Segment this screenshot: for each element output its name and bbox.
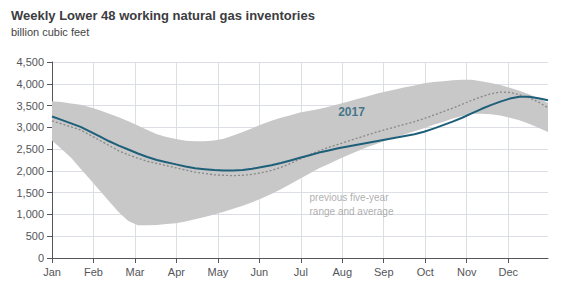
svg-text:Sep: Sep — [374, 266, 394, 278]
svg-text:Nov: Nov — [457, 266, 477, 278]
svg-text:1,000: 1,000 — [16, 208, 44, 220]
svg-text:May: May — [207, 266, 228, 278]
svg-text:Jun: Jun — [250, 266, 268, 278]
svg-text:1,500: 1,500 — [16, 187, 44, 199]
svg-text:4,000: 4,000 — [16, 78, 44, 90]
svg-text:Dec: Dec — [498, 266, 518, 278]
svg-text:Mar: Mar — [126, 266, 145, 278]
svg-text:500: 500 — [26, 230, 44, 242]
svg-text:range and average: range and average — [310, 206, 394, 217]
svg-text:Jul: Jul — [294, 266, 308, 278]
svg-text:billion cubic feet: billion cubic feet — [11, 26, 89, 38]
svg-text:Aug: Aug — [332, 266, 352, 278]
svg-text:0: 0 — [38, 252, 44, 264]
svg-text:Weekly Lower 48 working natura: Weekly Lower 48 working natural gas inve… — [11, 8, 315, 23]
svg-text:3,000: 3,000 — [16, 121, 44, 133]
svg-text:2017: 2017 — [338, 105, 365, 119]
svg-text:Feb: Feb — [84, 266, 103, 278]
svg-text:Apr: Apr — [168, 266, 185, 278]
svg-text:previous five-year: previous five-year — [310, 192, 390, 203]
svg-text:Jan: Jan — [43, 266, 61, 278]
svg-text:Oct: Oct — [417, 266, 434, 278]
svg-text:3,500: 3,500 — [16, 100, 44, 112]
svg-text:2,000: 2,000 — [16, 165, 44, 177]
svg-text:4,500: 4,500 — [16, 56, 44, 68]
svg-text:2,500: 2,500 — [16, 143, 44, 155]
